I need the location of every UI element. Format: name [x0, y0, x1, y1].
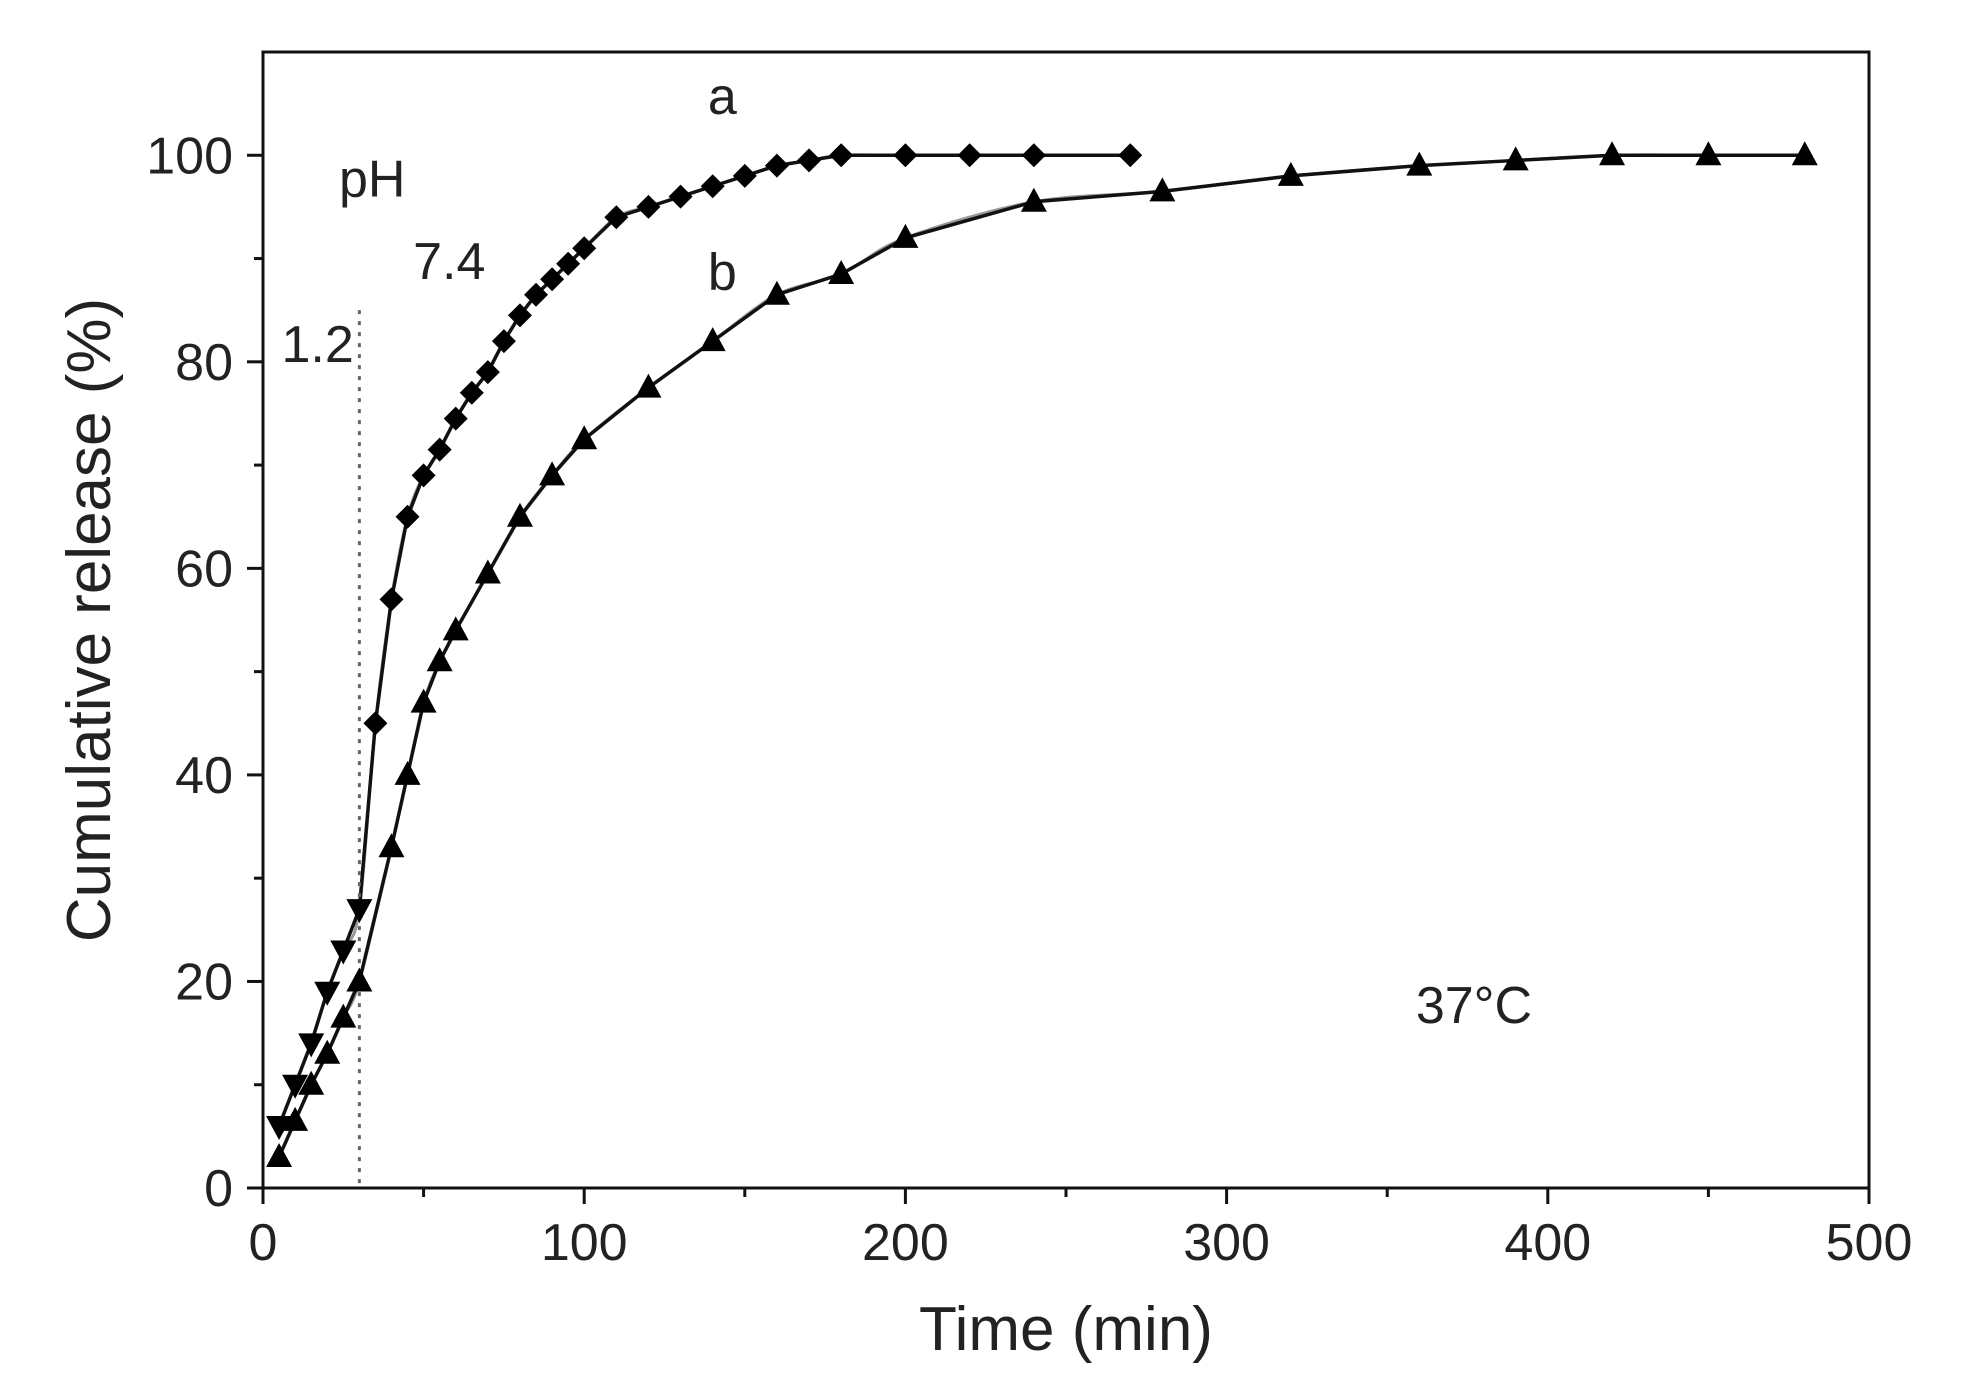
marker-b-point	[1502, 146, 1529, 171]
marker-b-point	[394, 760, 421, 785]
marker-a-point	[346, 899, 373, 924]
marker-b-point	[892, 223, 919, 248]
marker-b-point	[1791, 141, 1818, 166]
marker-a-point	[379, 587, 404, 612]
series-lines	[277, 153, 1805, 1158]
ph-high-value: 7.4	[413, 233, 485, 291]
marker-a-point	[314, 981, 341, 1006]
marker-a-point	[1118, 143, 1143, 168]
marker-b-point	[635, 373, 662, 398]
marker-a-point	[957, 143, 982, 168]
fit-curve-b	[277, 153, 1805, 1158]
ph-low-value: 1.2	[281, 316, 353, 374]
y-axis-title: Cumulative release (%)	[55, 298, 124, 942]
marker-a-point	[491, 329, 516, 354]
marker-a-point	[427, 437, 452, 462]
marker-b-point	[378, 833, 405, 858]
marker-b-point	[1020, 187, 1047, 212]
marker-a-point	[443, 406, 468, 431]
marker-a-point	[298, 1033, 325, 1058]
marker-b-point	[1277, 161, 1304, 186]
data-markers	[266, 141, 1818, 1168]
x-tick-label: 0	[249, 1214, 278, 1272]
marker-b-point	[314, 1039, 341, 1064]
x-tick-label: 500	[1826, 1214, 1913, 1272]
marker-b-point	[828, 260, 855, 285]
marker-b-point	[699, 327, 726, 352]
y-tick-label: 20	[175, 953, 233, 1011]
marker-b-point	[282, 1106, 309, 1131]
marker-a-point	[572, 236, 597, 261]
marker-b-point	[539, 461, 566, 486]
series-label-a: a	[708, 68, 737, 126]
marker-a-point	[475, 360, 500, 385]
marker-a-point	[797, 148, 822, 173]
marker-b-point	[571, 425, 598, 450]
marker-a-point	[411, 463, 436, 488]
marker-a-point	[732, 163, 757, 188]
marker-b-point	[1406, 151, 1433, 176]
marker-a-point	[507, 303, 532, 328]
fit-curve-a	[277, 153, 1131, 1127]
marker-b-point	[1695, 141, 1722, 166]
marker-a-point	[700, 174, 725, 199]
series-line-b	[277, 153, 1805, 1158]
marker-b-point	[442, 616, 469, 641]
marker-b-point	[410, 688, 437, 713]
marker-b-point	[266, 1143, 293, 1168]
y-tick-label: 100	[146, 127, 233, 185]
marker-a-point	[459, 380, 484, 405]
series-line-a	[277, 153, 1131, 1127]
y-tick-label: 40	[175, 747, 233, 805]
marker-a-point	[524, 282, 549, 307]
marker-a-point	[363, 711, 388, 736]
marker-a-point	[636, 194, 661, 219]
marker-b-point	[474, 559, 501, 584]
marker-a-point	[330, 940, 357, 965]
marker-a-point	[282, 1074, 309, 1099]
temperature-label: 37°C	[1416, 977, 1532, 1035]
x-tick-label: 100	[541, 1214, 628, 1272]
marker-b-point	[330, 1003, 357, 1028]
fitted-curves	[277, 153, 1805, 1158]
plot-frame	[261, 50, 1871, 1190]
y-tick-label: 60	[175, 540, 233, 598]
x-axis-title: Time (min)	[919, 1295, 1213, 1364]
marker-a-point	[395, 504, 420, 529]
marker-a-point	[893, 143, 918, 168]
marker-a-point	[829, 143, 854, 168]
marker-a-point	[764, 153, 789, 178]
y-tick-label: 80	[175, 334, 233, 392]
marker-b-point	[506, 502, 533, 527]
marker-a-point	[266, 1116, 293, 1141]
marker-a-point	[556, 251, 581, 276]
x-tick-label: 300	[1183, 1214, 1270, 1272]
marker-b-point	[1599, 141, 1626, 166]
marker-a-point	[668, 184, 693, 209]
ph-label: pH	[339, 151, 405, 209]
marker-b-point	[298, 1070, 325, 1095]
x-tick-label: 400	[1504, 1214, 1591, 1272]
axis-ticks	[247, 153, 1871, 1204]
marker-b-point	[1149, 177, 1176, 202]
marker-a-point	[1021, 143, 1046, 168]
x-tick-label: 200	[862, 1214, 949, 1272]
marker-a-point	[604, 205, 629, 230]
marker-a-point	[540, 267, 565, 292]
tick-labels: 0 100 200 300 400 500 0 20 40 60 80 100	[146, 127, 1912, 1272]
marker-b-point	[346, 967, 373, 992]
y-tick-label: 0	[204, 1160, 233, 1218]
marker-b-point	[426, 647, 453, 672]
series-label-b: b	[708, 244, 737, 302]
marker-b-point	[763, 280, 790, 305]
